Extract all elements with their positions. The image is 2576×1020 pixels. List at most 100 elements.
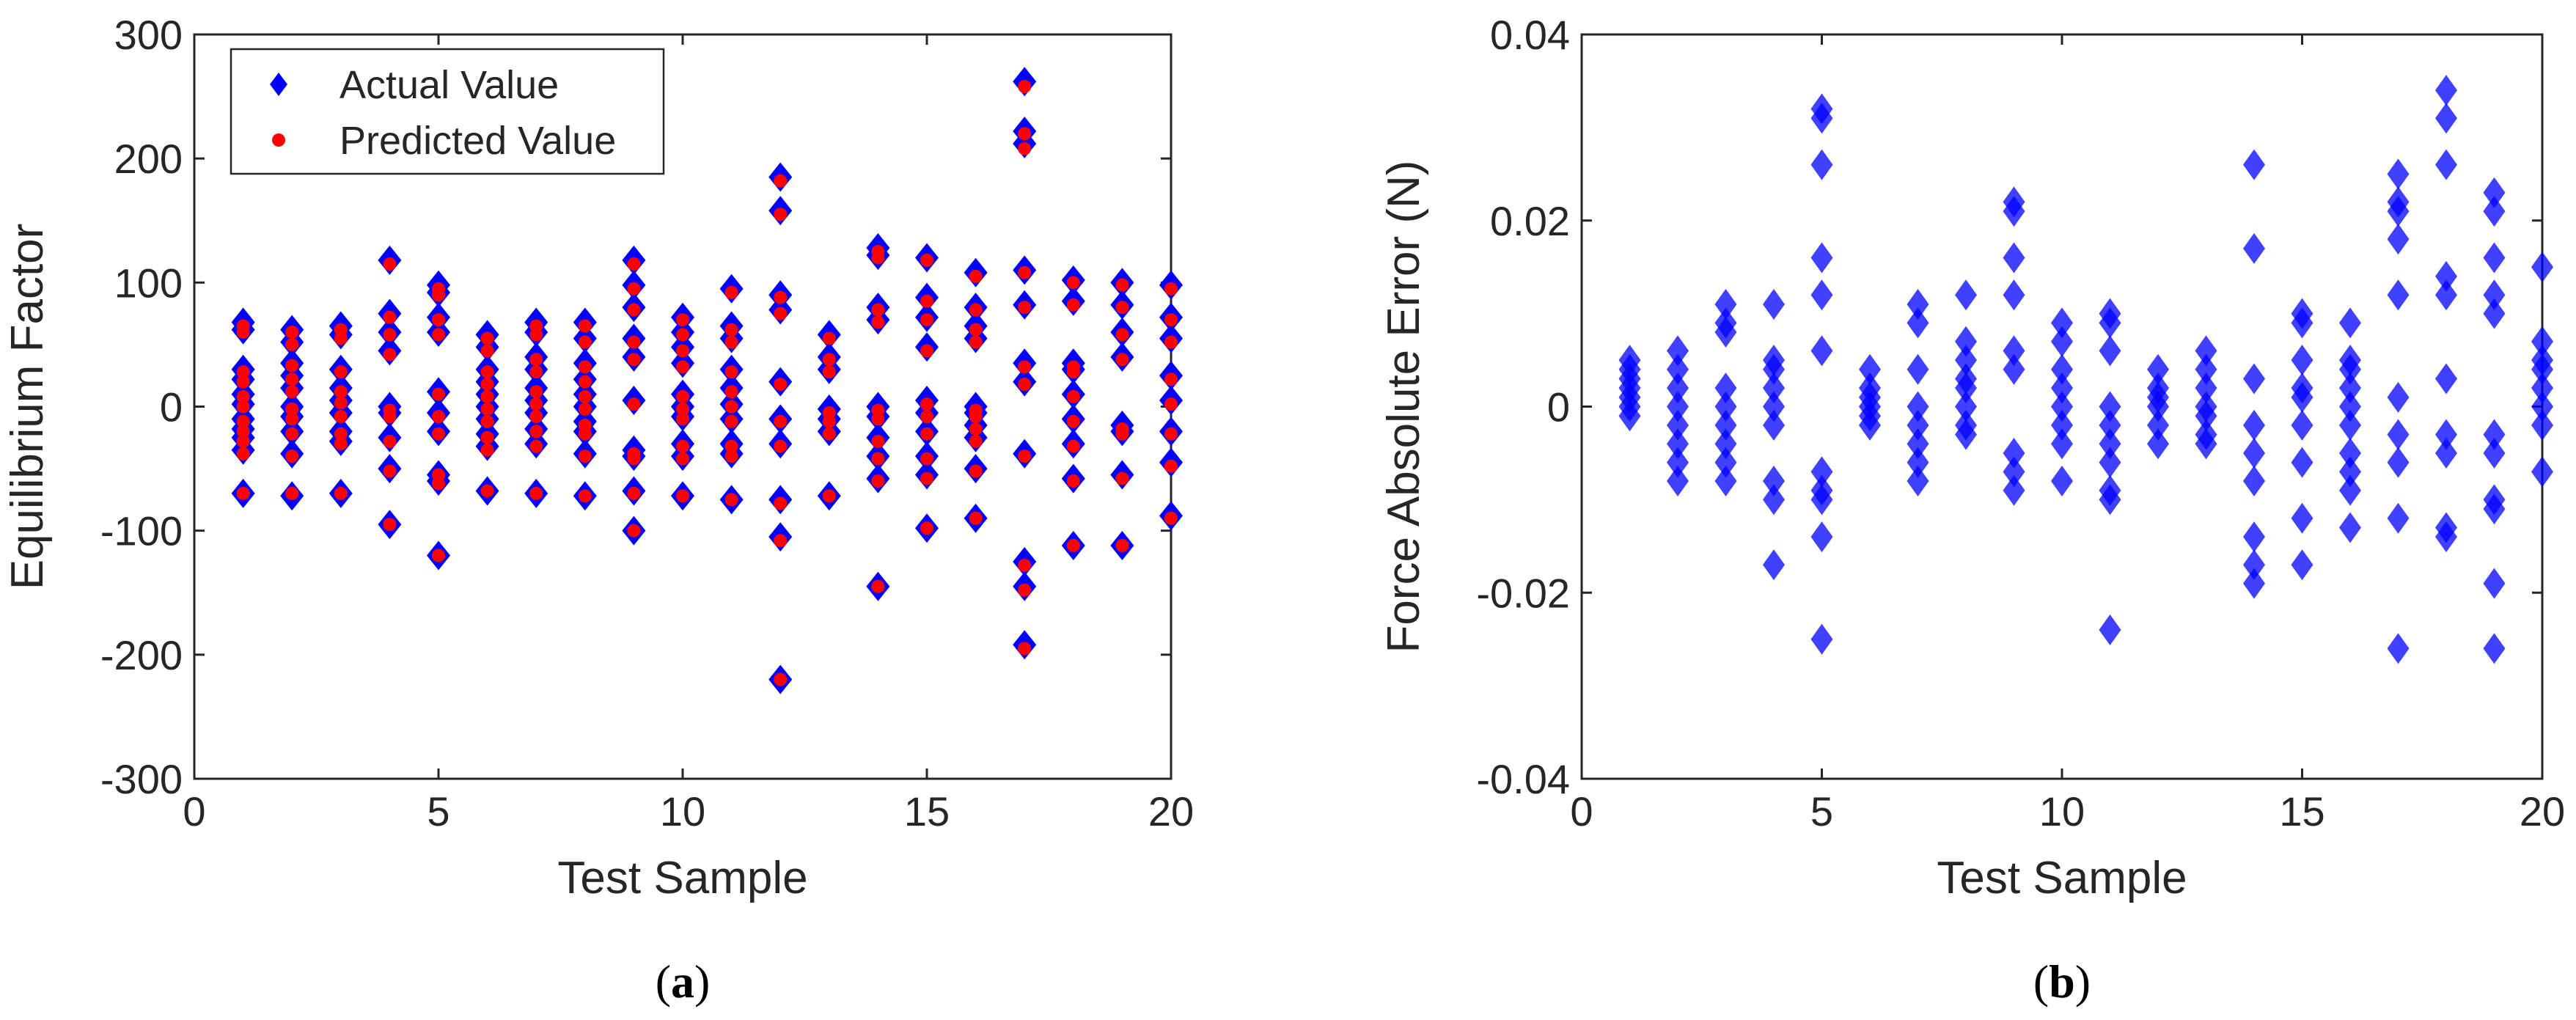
data-point-error <box>2243 549 2265 581</box>
data-point-error <box>2339 409 2361 441</box>
data-point-error <box>1618 400 1641 432</box>
data-point-predicted <box>480 402 494 416</box>
data-point-predicted <box>383 328 397 342</box>
data-point-error <box>1714 447 1737 478</box>
data-point-error <box>1763 391 1785 422</box>
data-point-predicted <box>529 397 543 411</box>
data-point-predicted <box>1164 397 1178 411</box>
data-point-predicted <box>236 447 250 461</box>
data-point-error <box>2435 437 2457 469</box>
data-point-error <box>2387 196 2410 227</box>
data-point-predicted <box>920 397 933 411</box>
y-tick-label: -300 <box>100 756 183 802</box>
data-point-error <box>1763 466 1785 496</box>
data-point-predicted <box>1164 313 1178 327</box>
data-point-predicted <box>236 425 250 439</box>
data-point-predicted <box>1164 373 1178 386</box>
data-point-predicted <box>724 323 738 337</box>
y-tick-label: 200 <box>114 136 183 182</box>
data-point-predicted <box>529 410 543 424</box>
data-point-predicted <box>383 348 397 362</box>
data-point-predicted <box>480 389 494 403</box>
data-point-error <box>1667 353 1689 385</box>
data-point-predicted <box>627 452 641 466</box>
data-point-predicted <box>969 434 983 448</box>
x-tick-label: 20 <box>2520 788 2565 834</box>
data-point-error <box>2051 409 2073 441</box>
data-point-predicted <box>285 385 299 399</box>
x-tick-label: 5 <box>1810 788 1833 834</box>
data-point-predicted <box>920 253 933 267</box>
data-point-predicted <box>724 385 738 399</box>
data-point-error <box>2147 391 2169 422</box>
data-point-error <box>2147 428 2169 460</box>
data-point-predicted <box>334 396 348 410</box>
data-point-error <box>2099 307 2121 339</box>
y-tick-label: -0.02 <box>1476 570 1570 616</box>
data-point-predicted <box>1066 389 1080 403</box>
data-point-predicted <box>1164 282 1178 296</box>
data-point-error <box>2291 447 2313 478</box>
data-point-predicted <box>1018 265 1032 279</box>
data-point-error <box>2099 335 2121 367</box>
y-tick-label: 0.04 <box>1490 12 1570 58</box>
data-point-predicted <box>627 303 641 317</box>
data-point-error <box>1714 391 1737 422</box>
data-point-predicted <box>920 294 933 308</box>
data-point-predicted <box>724 439 738 453</box>
data-point-predicted <box>432 288 445 302</box>
x-tick-label: 0 <box>1570 788 1593 834</box>
data-point-predicted <box>774 208 788 221</box>
data-point-error <box>2483 298 2506 329</box>
data-point-predicted <box>1164 335 1178 349</box>
data-point-predicted <box>1066 298 1080 312</box>
data-point-predicted <box>1164 459 1178 473</box>
data-point-predicted <box>774 290 788 304</box>
data-point-predicted <box>871 412 885 426</box>
data-point-predicted <box>724 285 738 299</box>
data-point-predicted <box>432 477 445 491</box>
data-point-predicted <box>627 335 641 349</box>
data-point-predicted <box>334 331 348 345</box>
data-point-predicted <box>1115 427 1129 441</box>
x-axis-label: Test Sample <box>557 853 807 903</box>
data-point-error <box>1714 428 1737 460</box>
data-point-error <box>1907 428 1929 460</box>
x-tick-label: 5 <box>427 788 449 834</box>
data-point-predicted <box>334 437 348 451</box>
data-point-error <box>2339 307 2361 339</box>
data-point-error <box>1810 149 1833 180</box>
data-point-predicted <box>774 378 788 392</box>
data-point-predicted <box>969 511 983 525</box>
data-point-predicted <box>676 328 689 342</box>
data-point-predicted <box>822 331 836 345</box>
data-point-predicted <box>236 414 250 428</box>
panel-caption: (a) <box>656 955 711 1008</box>
data-point-error <box>2051 353 2073 385</box>
data-point-predicted <box>432 387 445 401</box>
data-point-error <box>1714 288 1737 320</box>
data-point-predicted <box>480 414 494 428</box>
caption-letter: a <box>671 955 694 1008</box>
data-point-predicted <box>1066 439 1080 453</box>
y-tick-label: 0.02 <box>1490 198 1570 244</box>
data-point-error <box>2147 409 2169 441</box>
data-point-error <box>1859 353 1881 385</box>
data-point-error <box>1955 326 1977 357</box>
data-point-error <box>2099 391 2121 422</box>
data-point-predicted <box>285 359 299 373</box>
legend-entry-label: Predicted Value <box>340 119 616 163</box>
data-point-predicted <box>285 402 299 416</box>
y-tick-label: -0.04 <box>1476 756 1570 802</box>
data-point-predicted <box>871 315 885 329</box>
data-point-error <box>2531 391 2553 422</box>
data-point-error <box>1907 409 1929 441</box>
data-point-predicted <box>383 257 397 271</box>
data-point-error <box>2291 307 2313 339</box>
data-point-predicted <box>1018 583 1032 597</box>
data-point-error <box>2435 75 2457 106</box>
data-point-error <box>2291 381 2313 413</box>
data-point-predicted <box>627 524 641 537</box>
data-point-error <box>1810 484 1833 515</box>
data-point-predicted <box>676 452 689 466</box>
